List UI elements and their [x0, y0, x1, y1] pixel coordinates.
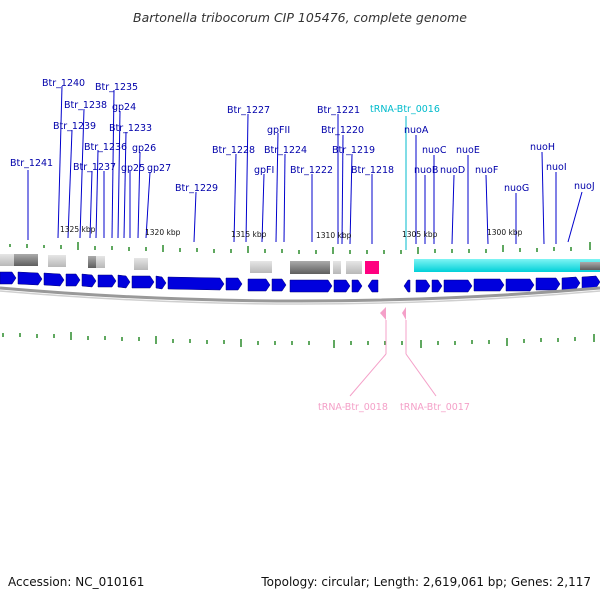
kbp-label: 1320 kbp: [145, 228, 181, 237]
grey-feature: [134, 258, 148, 270]
gene-label: Btr_1218: [351, 165, 394, 176]
gene-label: gpFI: [254, 165, 274, 176]
gene-label: Btr_1237: [73, 162, 116, 173]
lower-green-ticks: [2, 332, 595, 348]
gene-label: Btr_1240: [42, 78, 85, 89]
gene-label: nuoI: [546, 162, 567, 173]
grey-feature: [333, 261, 341, 274]
gene-label: nuoA: [404, 125, 429, 136]
gene-label: Btr_1219: [332, 145, 375, 156]
gene-label: gp24: [112, 102, 136, 113]
gene-label: nuoH: [530, 142, 555, 153]
upper-green-ticks: [9, 242, 591, 254]
trna-0018-marker: [380, 307, 386, 320]
kbp-label: 1315 kbp: [231, 230, 267, 239]
kbp-label: 1325 kbp: [60, 225, 96, 234]
grey-feature: [290, 261, 330, 274]
gene-label: Btr_1233: [109, 123, 152, 134]
nuo-operon-feature: [414, 259, 600, 272]
gene-label: Btr_1222: [290, 165, 333, 176]
gene-labels: Btr_1240 Btr_1235 Btr_1238 gp24 Btr_1239…: [10, 78, 595, 194]
gene-label: Btr_1235: [95, 82, 138, 93]
grey-feature: [250, 261, 272, 273]
gene-label: nuoJ: [574, 181, 595, 192]
map-title: Bartonella tribocorum CIP 105476, comple…: [133, 10, 467, 25]
grey-feature: [580, 262, 600, 270]
gene-label: Btr_1224: [264, 145, 307, 156]
genome-backbone-shadow: [0, 290, 600, 305]
gene-label: nuoE: [456, 145, 480, 156]
gene-label: Btr_1228: [212, 145, 255, 156]
kbp-label: 1300 kbp: [487, 228, 523, 237]
grey-feature: [346, 261, 362, 274]
gene-label: gp25: [121, 163, 145, 174]
gene-label: Btr_1241: [10, 158, 53, 169]
gene-label: Btr_1236: [84, 142, 127, 153]
kbp-label: 1310 kbp: [316, 231, 352, 240]
gene-leader-lines: [27, 85, 583, 245]
gene-label: nuoD: [440, 165, 465, 176]
trna-leader-lines: [349, 320, 437, 397]
gene-label: Btr_1239: [53, 121, 96, 132]
trna-feature: [365, 261, 379, 274]
grey-feature: [48, 255, 66, 267]
gene-label: gp26: [132, 143, 156, 154]
grey-feature: [0, 254, 14, 266]
gene-label: Btr_1229: [175, 183, 218, 194]
gene-label: Btr_1238: [64, 100, 107, 111]
gene-label: nuoB: [414, 165, 438, 176]
grey-feature: [14, 254, 38, 266]
trna-0017-marker: [402, 307, 406, 320]
gene-label: gpFII: [267, 125, 290, 136]
feature-blocks: [0, 254, 600, 274]
grey-feature: [96, 256, 105, 268]
gene-label: Btr_1221: [317, 105, 360, 116]
gene-label: gp27: [147, 163, 171, 174]
gene-label: nuoG: [504, 183, 529, 194]
genome-backbone: [0, 286, 600, 303]
genome-summary-text: Topology: circular; Length: 2,619,061 bp…: [260, 575, 591, 589]
kbp-label: 1305 kbp: [402, 230, 438, 239]
gene-label: nuoF: [475, 165, 498, 176]
gene-label: Btr_1220: [321, 125, 364, 136]
gene-label-trna: tRNA-Btr_0016: [370, 104, 440, 115]
gene-label: Btr_1227: [227, 105, 270, 116]
accession-text: Accession: NC_010161: [8, 575, 144, 589]
kbp-labels: 1325 kbp 1320 kbp 1315 kbp 1310 kbp 1305…: [60, 225, 523, 240]
trna-label: tRNA-Btr_0017: [400, 402, 470, 413]
grey-feature: [88, 256, 96, 268]
gene-label: nuoC: [422, 145, 447, 156]
cds-arrow-row: [0, 271, 600, 293]
trna-label: tRNA-Btr_0018: [318, 402, 388, 413]
